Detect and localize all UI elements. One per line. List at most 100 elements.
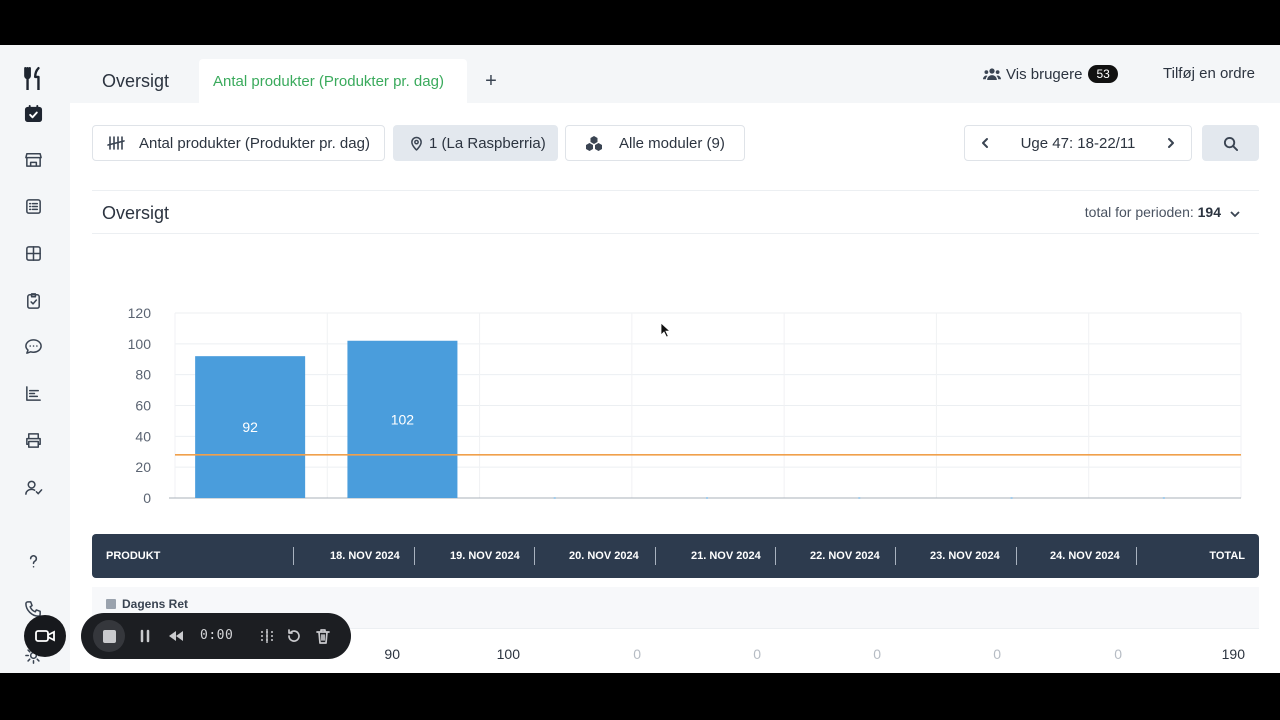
search-icon [1223, 136, 1238, 151]
tab-oversigt[interactable]: Oversigt [102, 70, 170, 91]
map-pin-icon [411, 136, 422, 151]
filter-bar: Antal produkter (Produkter pr. dag) 1 (L… [70, 103, 1280, 183]
group-color-swatch [106, 599, 116, 609]
chart-svg: 02040608010012092ma102tiontofrløsø [128, 305, 1242, 532]
cubes-icon [586, 136, 602, 151]
bar [347, 340, 458, 498]
trash-icon[interactable] [314, 627, 332, 645]
period-total-label: total for perioden: [1084, 204, 1194, 220]
restaurant-logo-icon[interactable] [22, 66, 44, 90]
grid-icon[interactable] [22, 242, 44, 264]
rewind-icon[interactable] [167, 627, 185, 645]
user-check-icon[interactable] [22, 476, 44, 498]
y-tick-label: 80 [135, 367, 151, 383]
app-screen: Oversigt Antal produkter (Produkter pr. … [0, 45, 1280, 673]
cell-total: 190 [1221, 646, 1245, 662]
th-date-3[interactable]: 20. NOV 2024 [569, 550, 639, 562]
stop-icon [102, 629, 116, 643]
overview-section-header: Oversigt total for perioden: 194 [92, 190, 1259, 234]
cell-day-1: 90 [384, 646, 400, 662]
group-name: Dagens Ret [122, 597, 189, 611]
product-filter-label: Antal produkter (Produkter pr. dag) [139, 134, 370, 152]
th-date-5[interactable]: 22. NOV 2024 [810, 550, 880, 562]
y-tick-label: 20 [135, 459, 151, 475]
section-title: Oversigt [102, 203, 170, 223]
week-label[interactable]: Uge 47: 18-22/11 [1020, 134, 1136, 152]
tab-antal-produkter[interactable]: Antal produkter (Produkter pr. dag) [199, 59, 467, 103]
y-tick-label: 0 [143, 490, 151, 506]
cell-day-7: 0 [1114, 646, 1122, 662]
camera-toggle-button[interactable] [24, 615, 66, 657]
period-total: total for perioden: 194 [1085, 204, 1221, 220]
modules-filter-button[interactable]: Alle moduler (9) [565, 125, 745, 161]
y-tick-label: 60 [135, 398, 151, 414]
printer-icon[interactable] [22, 429, 44, 451]
restart-icon[interactable] [285, 627, 303, 645]
column-divider [293, 547, 294, 565]
chevron-right-icon[interactable] [1165, 137, 1177, 149]
y-tick-label: 100 [128, 336, 152, 352]
recording-time: 0:00 [200, 628, 234, 643]
tally-icon [107, 136, 125, 150]
column-divider [895, 547, 896, 565]
cell-day-6: 0 [993, 646, 1001, 662]
column-divider [1136, 547, 1137, 565]
add-tab-button[interactable]: + [485, 69, 497, 92]
clipboard-check-icon[interactable] [22, 289, 44, 311]
cell-day-5: 0 [873, 646, 881, 662]
bar-chart: 02040608010012092ma102tiontofrløsø [92, 250, 1259, 532]
users-icon [983, 68, 1001, 80]
chevron-left-icon[interactable] [979, 137, 991, 149]
calendar-check-icon[interactable] [22, 102, 44, 124]
mouse-cursor-icon [660, 322, 672, 338]
th-product[interactable]: PRODUKT [106, 550, 161, 562]
pause-icon[interactable] [136, 627, 154, 645]
y-tick-label: 40 [135, 428, 151, 444]
th-date-6[interactable]: 23. NOV 2024 [930, 550, 1000, 562]
bar [195, 356, 306, 498]
chart-icon[interactable] [22, 382, 44, 404]
table-row[interactable]: 90 100 0 0 0 0 0 190 [92, 635, 1259, 671]
column-divider [534, 547, 535, 565]
th-date-4[interactable]: 21. NOV 2024 [691, 550, 761, 562]
column-divider [775, 547, 776, 565]
location-filter-button[interactable]: 1 (La Raspberria) [393, 125, 558, 161]
show-users-button[interactable]: Vis brugere 53 [983, 63, 1118, 85]
search-button[interactable] [1202, 125, 1259, 161]
add-order-button[interactable]: Tilføj en ordre [1163, 65, 1255, 82]
th-date-2[interactable]: 19. NOV 2024 [450, 550, 520, 562]
week-selector: Uge 47: 18-22/11 [964, 125, 1192, 161]
stop-recording-button[interactable] [93, 620, 125, 652]
cell-day-2: 100 [496, 646, 520, 662]
y-tick-label: 120 [128, 305, 152, 321]
recorder-controls: 0:00 [81, 613, 351, 659]
th-date-1[interactable]: 18. NOV 2024 [330, 550, 400, 562]
bar-data-label: 102 [391, 411, 415, 427]
sidebar [0, 45, 70, 673]
users-count-badge: 53 [1088, 65, 1118, 83]
store-icon[interactable] [22, 148, 44, 170]
table-header: PRODUKT 18. NOV 2024 19. NOV 2024 20. NO… [92, 534, 1259, 578]
chevron-down-icon[interactable] [1229, 208, 1241, 220]
modules-filter-label: Alle moduler (9) [619, 134, 725, 152]
top-bar: Oversigt Antal produkter (Produkter pr. … [70, 45, 1280, 103]
group-label: Dagens Ret [106, 597, 188, 611]
help-icon[interactable] [22, 550, 44, 572]
column-divider [655, 547, 656, 565]
product-filter-button[interactable]: Antal produkter (Produkter pr. dag) [92, 125, 385, 161]
th-date-7[interactable]: 24. NOV 2024 [1050, 550, 1120, 562]
screen-recorder: 0:00 [24, 613, 351, 659]
column-divider [1016, 547, 1017, 565]
cell-day-4: 0 [753, 646, 761, 662]
show-users-label: Vis brugere [1006, 65, 1083, 83]
video-camera-icon [35, 630, 55, 642]
period-total-value: 194 [1197, 204, 1221, 220]
list-icon[interactable] [22, 195, 44, 217]
chat-icon[interactable] [22, 335, 44, 357]
grid-dots-icon[interactable] [258, 627, 276, 645]
bar-data-label: 92 [242, 419, 258, 435]
th-total[interactable]: TOTAL [1209, 550, 1245, 562]
location-filter-label: 1 (La Raspberria) [429, 134, 546, 152]
column-divider [414, 547, 415, 565]
cell-day-3: 0 [633, 646, 641, 662]
